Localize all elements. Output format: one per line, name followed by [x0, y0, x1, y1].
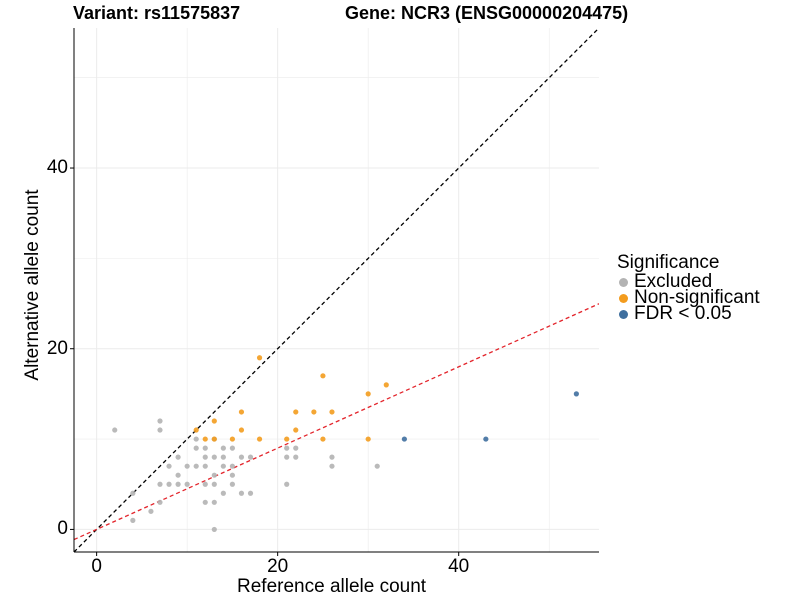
point-excluded	[193, 463, 199, 469]
reference-lines	[74, 28, 599, 552]
point-non-significant	[311, 409, 317, 415]
point-excluded	[211, 526, 217, 533]
point-excluded	[130, 517, 136, 523]
point-excluded	[329, 463, 335, 469]
point-excluded	[202, 499, 208, 505]
point-non-significant	[202, 436, 208, 442]
point-excluded	[247, 454, 254, 460]
point-excluded	[184, 463, 190, 469]
point-non-significant	[211, 436, 217, 442]
point-excluded	[193, 436, 199, 442]
legend-key-fdr	[619, 309, 628, 319]
x-axis-title: Reference allele count	[237, 576, 427, 597]
data-points	[112, 355, 579, 533]
y-axis-title: Alternative allele count	[22, 189, 43, 381]
point-excluded	[166, 463, 172, 469]
point-fdr	[401, 436, 407, 442]
chart-title-variant: Variant: rs11575837	[73, 3, 241, 23]
legend-label-non-significant: Non-significant	[634, 287, 760, 308]
point-excluded	[202, 454, 208, 460]
point-excluded	[112, 427, 118, 433]
point-non-significant	[293, 427, 299, 433]
legend-label-fdr: FDR < 0.05	[634, 303, 732, 324]
legend-label-excluded: Excluded	[634, 271, 713, 292]
point-non-significant	[383, 382, 389, 388]
point-excluded	[175, 472, 181, 478]
ratio-line	[74, 303, 599, 541]
point-non-significant	[365, 436, 371, 442]
legend: Significance Excluded Non-significant FD…	[617, 252, 760, 324]
point-fdr	[483, 436, 489, 442]
point-fdr	[573, 391, 579, 397]
grid-lines	[74, 28, 599, 552]
point-excluded	[229, 472, 236, 478]
y-tick-label: 20	[46, 337, 68, 359]
y-tick-label: 40	[46, 157, 68, 179]
legend-item-non-significant: Non-significant	[617, 287, 760, 308]
point-non-significant	[238, 427, 245, 433]
x-tick-label: 0	[91, 556, 102, 577]
point-non-significant	[365, 391, 371, 397]
point-excluded	[247, 490, 254, 496]
point-excluded	[293, 445, 299, 451]
point-non-significant	[193, 427, 199, 433]
point-excluded	[211, 481, 217, 487]
point-non-significant	[256, 355, 263, 361]
point-excluded	[220, 445, 226, 451]
point-excluded	[148, 508, 154, 514]
point-non-significant	[320, 436, 326, 442]
legend-item-excluded: Excluded	[617, 271, 760, 292]
point-excluded	[157, 481, 163, 487]
point-excluded	[374, 463, 380, 469]
point-excluded	[202, 481, 208, 487]
point-excluded	[166, 481, 172, 487]
point-non-significant	[211, 418, 217, 424]
point-excluded	[329, 454, 335, 460]
legend-item-fdr: FDR < 0.05	[617, 303, 760, 324]
point-excluded	[211, 499, 217, 505]
point-excluded	[220, 463, 226, 469]
point-excluded	[184, 481, 190, 487]
point-excluded	[211, 454, 217, 460]
point-excluded	[157, 499, 163, 505]
y-tick-label: 0	[57, 518, 68, 540]
axes	[70, 28, 599, 556]
legend-key-non-significant	[619, 293, 628, 303]
point-excluded	[293, 454, 299, 460]
point-excluded	[202, 463, 208, 469]
point-excluded	[229, 445, 236, 451]
x-tick-label: 20	[267, 556, 289, 577]
point-non-significant	[238, 409, 245, 415]
point-excluded	[157, 427, 163, 433]
point-excluded	[202, 445, 208, 451]
point-non-significant	[320, 373, 326, 379]
point-excluded	[284, 454, 290, 460]
point-excluded	[238, 454, 245, 460]
legend-title: Significance	[617, 252, 720, 273]
point-excluded	[220, 454, 226, 460]
legend-key-excluded	[619, 277, 628, 287]
point-non-significant	[229, 436, 236, 442]
point-excluded	[284, 445, 290, 451]
point-excluded	[229, 463, 236, 469]
point-excluded	[130, 490, 136, 496]
point-non-significant	[329, 409, 335, 415]
point-excluded	[193, 445, 199, 451]
point-excluded	[175, 481, 181, 487]
point-excluded	[157, 418, 163, 424]
point-excluded	[211, 472, 217, 478]
point-excluded	[284, 481, 290, 487]
point-excluded	[229, 481, 236, 487]
point-excluded	[238, 490, 245, 496]
point-non-significant	[293, 409, 299, 415]
point-excluded	[175, 454, 181, 460]
x-tick-label: 40	[448, 556, 470, 577]
point-non-significant	[284, 436, 290, 442]
point-non-significant	[256, 436, 263, 442]
identity-line	[74, 28, 599, 552]
point-excluded	[220, 490, 226, 496]
chart-title-gene: Gene: NCR3 (ENSG00000204475)	[345, 3, 629, 23]
